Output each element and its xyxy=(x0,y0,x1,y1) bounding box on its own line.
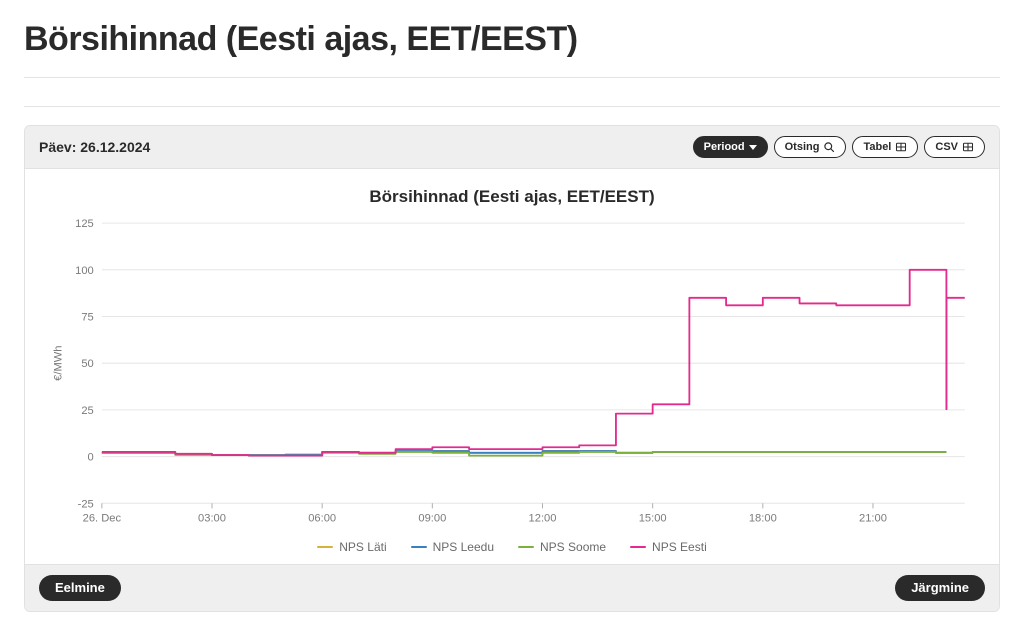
chart-title: Börsihinnad (Eesti ajas, EET/EEST) xyxy=(45,187,979,207)
divider xyxy=(24,77,1000,78)
svg-text:26. Dec: 26. Dec xyxy=(83,513,122,525)
table-icon xyxy=(962,141,974,153)
card-header: Päev: 26.12.2024 Periood Otsing Tabel CS… xyxy=(25,126,999,169)
svg-text:21:00: 21:00 xyxy=(859,513,887,525)
svg-text:-25: -25 xyxy=(78,498,94,510)
toolbar: Periood Otsing Tabel CSV xyxy=(693,136,985,158)
search-icon xyxy=(823,141,835,153)
svg-text:125: 125 xyxy=(75,218,94,230)
table-button[interactable]: Tabel xyxy=(852,136,918,158)
svg-text:75: 75 xyxy=(81,312,93,324)
svg-text:0: 0 xyxy=(88,452,94,464)
svg-text:03:00: 03:00 xyxy=(198,513,226,525)
legend-item[interactable]: NPS Leedu xyxy=(411,540,494,554)
legend-item[interactable]: NPS Läti xyxy=(317,540,386,554)
chart-svg: -25 0 25 50 75 100 125 26. Dec 03:00 06:00 09:00 12… xyxy=(45,217,979,532)
csv-label: CSV xyxy=(935,141,958,153)
table-label: Tabel xyxy=(863,141,891,153)
chevron-down-icon xyxy=(749,145,757,150)
period-label: Periood xyxy=(704,141,745,153)
card-footer: Eelmine Järgmine xyxy=(25,564,999,611)
svg-text:50: 50 xyxy=(81,358,93,370)
chart-area: Börsihinnad (Eesti ajas, EET/EEST) -25 0 2… xyxy=(25,169,999,564)
legend-swatch xyxy=(411,546,427,548)
svg-text:100: 100 xyxy=(75,265,94,277)
next-button[interactable]: Järgmine xyxy=(895,575,985,601)
svg-text:18:00: 18:00 xyxy=(749,513,777,525)
legend-item[interactable]: NPS Eesti xyxy=(630,540,707,554)
period-button[interactable]: Periood xyxy=(693,136,768,158)
legend-label: NPS Soome xyxy=(540,540,606,554)
legend-swatch xyxy=(518,546,534,548)
svg-text:06:00: 06:00 xyxy=(308,513,336,525)
page-title: Börsihinnad (Eesti ajas, EET/EEST) xyxy=(24,20,1000,59)
legend-swatch xyxy=(630,546,646,548)
csv-button[interactable]: CSV xyxy=(924,136,985,158)
legend-label: NPS Leedu xyxy=(433,540,494,554)
search-label: Otsing xyxy=(785,141,820,153)
date-value: 26.12.2024 xyxy=(80,139,150,155)
legend: NPS Läti NPS Leedu NPS Soome NPS Eesti xyxy=(45,540,979,554)
legend-label: NPS Eesti xyxy=(652,540,707,554)
table-icon xyxy=(895,141,907,153)
search-button[interactable]: Otsing xyxy=(774,136,847,158)
svg-text:€/MWh: €/MWh xyxy=(52,346,64,381)
legend-label: NPS Läti xyxy=(339,540,386,554)
date-label: Päev: xyxy=(39,139,76,155)
svg-text:25: 25 xyxy=(81,405,93,417)
chart-card: Päev: 26.12.2024 Periood Otsing Tabel CS… xyxy=(24,125,1000,612)
svg-text:12:00: 12:00 xyxy=(529,513,557,525)
prev-button[interactable]: Eelmine xyxy=(39,575,121,601)
svg-text:15:00: 15:00 xyxy=(639,513,667,525)
divider xyxy=(24,106,1000,107)
legend-swatch xyxy=(317,546,333,548)
legend-item[interactable]: NPS Soome xyxy=(518,540,606,554)
svg-text:09:00: 09:00 xyxy=(418,513,446,525)
date-display: Päev: 26.12.2024 xyxy=(39,139,150,155)
